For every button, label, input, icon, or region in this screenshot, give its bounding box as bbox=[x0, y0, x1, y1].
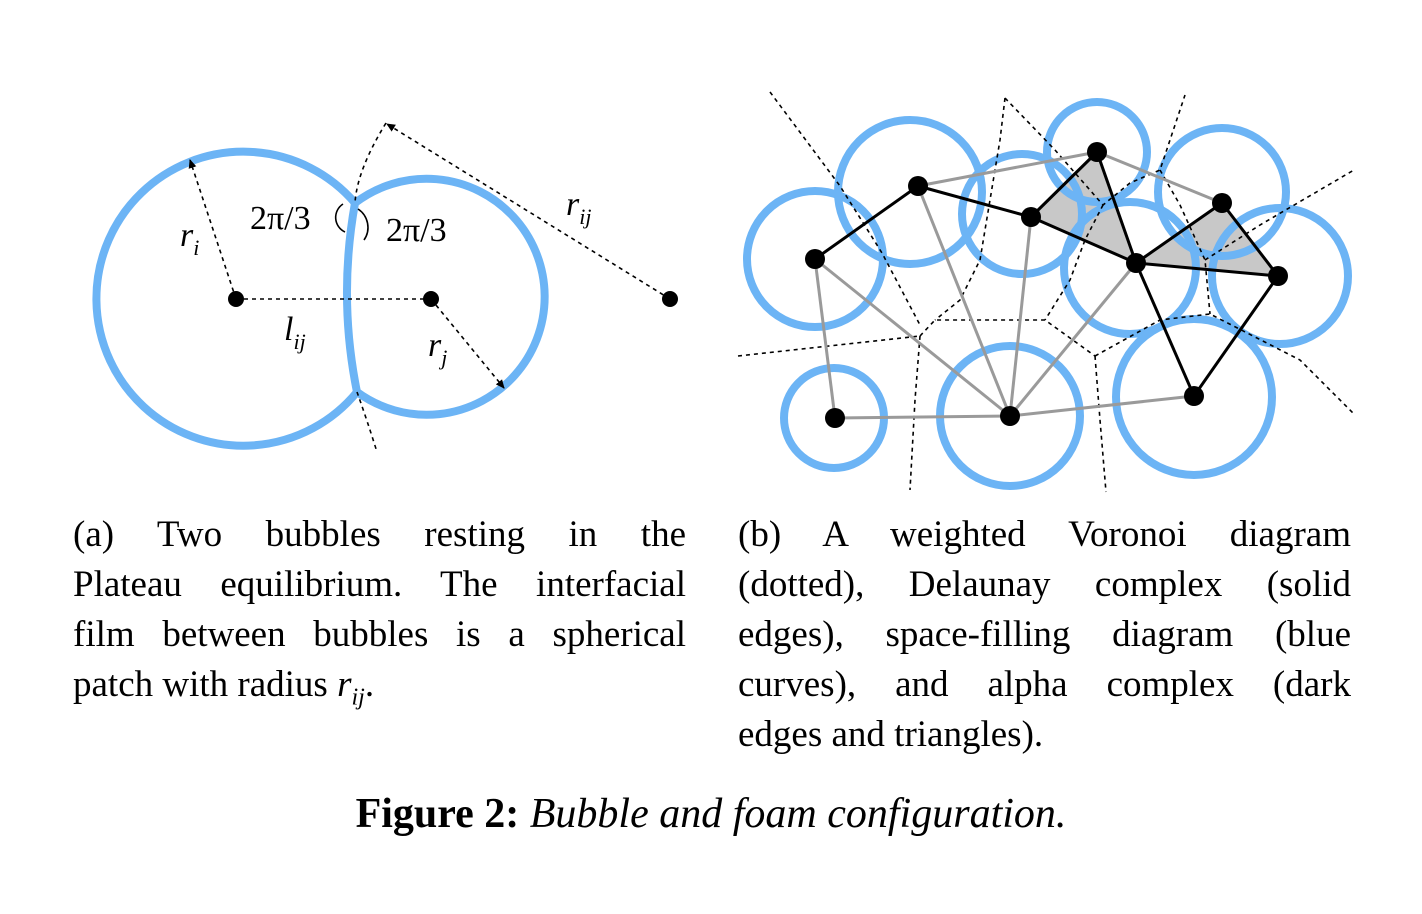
panel-b-diagram bbox=[737, 91, 1355, 493]
caption-a-line-4: patch with radius rij. bbox=[73, 660, 686, 722]
voronoi-edge bbox=[909, 335, 921, 491]
angle-label-left: 2π/3 bbox=[250, 200, 311, 237]
radius-ri-arrow bbox=[188, 159, 237, 300]
interface-circle-extension-bottom bbox=[356, 391, 378, 453]
panel-a-diagram: 2π/3 2π/3 ri rj lij rij bbox=[92, 122, 678, 453]
space-filling-diagram bbox=[743, 98, 1352, 490]
center-point bbox=[908, 176, 928, 196]
center-point bbox=[1000, 406, 1020, 426]
center-point bbox=[1126, 253, 1146, 273]
label-lij: lij bbox=[284, 311, 306, 354]
voronoi-edge bbox=[919, 319, 1096, 357]
bubble-b-10 bbox=[1112, 315, 1276, 479]
alpha-edge bbox=[1134, 262, 1196, 397]
voronoi-edge bbox=[934, 97, 1006, 321]
alpha-triangle-2 bbox=[1136, 203, 1278, 276]
voronoi-edge bbox=[1094, 313, 1355, 415]
bubble-centers bbox=[805, 142, 1288, 428]
bubble-b-3 bbox=[958, 150, 1086, 278]
center-point bbox=[1087, 142, 1107, 162]
center-point bbox=[1184, 386, 1204, 406]
voronoi-edge bbox=[1004, 94, 1186, 207]
delaunay-edge bbox=[916, 185, 1012, 417]
center-point bbox=[825, 408, 845, 428]
bubble-b-2 bbox=[834, 116, 986, 268]
bubble-b-4 bbox=[1043, 98, 1151, 206]
caption-a-line-2: Plateau equilibrium. The interfacial bbox=[73, 564, 686, 605]
center-point bbox=[805, 249, 825, 269]
center-point bbox=[1268, 266, 1288, 286]
alpha-edge bbox=[1095, 151, 1138, 264]
voronoi-diagram bbox=[737, 91, 1355, 493]
center-point bbox=[1021, 207, 1041, 227]
alpha-complex bbox=[814, 150, 1280, 397]
caption-b: (b) A weighted Voronoi diagram (dotted),… bbox=[738, 510, 1351, 760]
delaunay-edge bbox=[1008, 216, 1033, 417]
caption-b-line-3: edges), space-filling diagram (blue bbox=[738, 614, 1351, 655]
interface-circle-extension bbox=[354, 122, 387, 204]
alpha-edge bbox=[917, 184, 1032, 219]
alpha-edge bbox=[1135, 201, 1223, 265]
caption-a-line-3: film between bubbles is a spherical bbox=[73, 614, 686, 655]
alpha-edge bbox=[1192, 275, 1280, 397]
caption-a-line-1: (a) Two bubbles resting in the bbox=[73, 514, 686, 555]
radius-rj-arrow bbox=[430, 298, 505, 389]
voronoi-edge bbox=[1094, 355, 1107, 493]
alpha-edge bbox=[814, 184, 919, 261]
alpha-edge bbox=[1135, 261, 1279, 278]
alpha-edge bbox=[1030, 215, 1137, 265]
caption-a-math-sub: ij bbox=[351, 684, 365, 711]
delaunay-edge bbox=[814, 257, 1011, 418]
bubble-left bbox=[92, 147, 361, 450]
label-rj: rj bbox=[428, 327, 447, 370]
delaunay-complex bbox=[813, 150, 1223, 420]
figure-title: Bubble and foam configuration. bbox=[529, 791, 1067, 837]
caption-b-line-2: (dotted), Delaunay complex (solid bbox=[738, 564, 1351, 605]
voronoi-edge bbox=[769, 91, 921, 326]
bubble-b-6 bbox=[1154, 124, 1290, 260]
caption-b-line-1: (b) A weighted Voronoi diagram bbox=[738, 514, 1351, 555]
caption-a-math-base: r bbox=[337, 664, 352, 705]
delaunay-edge bbox=[813, 258, 837, 419]
interfacial-film bbox=[343, 202, 361, 393]
figure-caption: Figure 2: Bubble and foam configuration. bbox=[0, 788, 1422, 840]
caption-a-math: rij bbox=[337, 664, 365, 710]
alpha-edge bbox=[1220, 202, 1280, 277]
caption-b-line-4: curves), and alpha complex (dark bbox=[738, 664, 1351, 705]
delaunay-edge bbox=[1009, 394, 1195, 418]
caption-a: (a) Two bubbles resting in the Plateau e… bbox=[73, 510, 686, 722]
bubble-right bbox=[352, 174, 549, 419]
delaunay-edge bbox=[1008, 262, 1138, 417]
voronoi-edge bbox=[737, 335, 921, 357]
bubble-b-7 bbox=[1208, 204, 1352, 348]
voronoi-edge bbox=[1044, 204, 1104, 321]
caption-b-line-5: edges and triangles). bbox=[738, 714, 1044, 755]
caption-a-line-4-text: patch with radius bbox=[73, 664, 338, 705]
angle-label-right: 2π/3 bbox=[386, 212, 447, 249]
delaunay-edge bbox=[1096, 150, 1223, 205]
caption-a-period: . bbox=[364, 664, 375, 705]
center-point bbox=[1212, 193, 1232, 213]
delaunay-edge bbox=[917, 150, 1098, 188]
delaunay-edge bbox=[834, 414, 1011, 420]
voronoi-edge bbox=[1204, 169, 1355, 261]
alpha-edge bbox=[1029, 150, 1099, 219]
angle-arc-right bbox=[357, 208, 369, 241]
figure-label: Figure 2: bbox=[355, 791, 520, 837]
label-rij: rij bbox=[566, 186, 591, 229]
angle-arc-left bbox=[334, 203, 346, 233]
label-ri: ri bbox=[180, 217, 199, 260]
